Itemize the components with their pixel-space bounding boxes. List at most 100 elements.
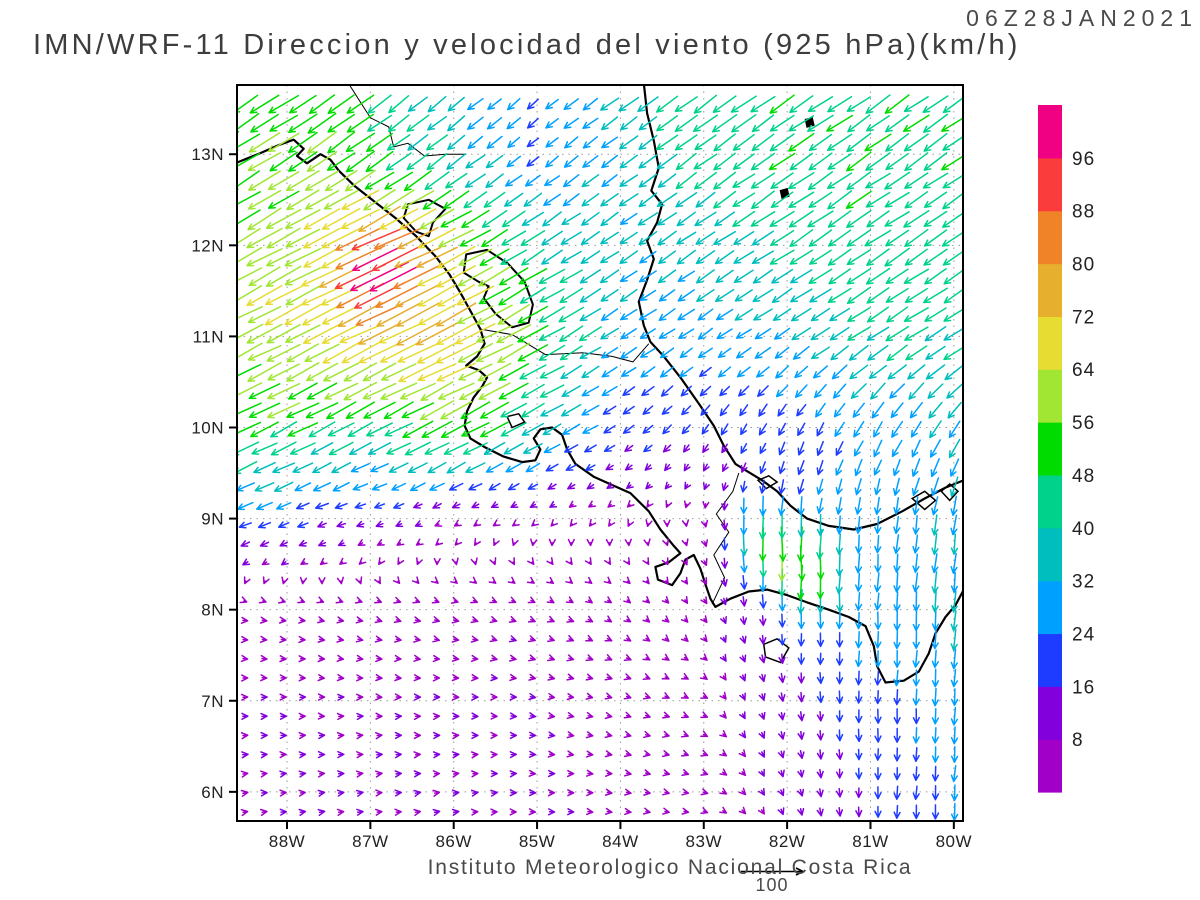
- wind-arrow: [912, 630, 920, 650]
- wind-arrow: [904, 152, 929, 172]
- wind-arrow: [298, 655, 306, 663]
- wind-arrow: [457, 305, 494, 324]
- wind-arrow: [730, 95, 757, 113]
- wind-arrow: [721, 443, 729, 454]
- wind-arrow: [467, 97, 484, 111]
- wind-arrow: [925, 345, 946, 360]
- wind-arrow: [808, 268, 833, 285]
- wind-arrow: [467, 135, 484, 150]
- wind-arrow: [772, 308, 792, 321]
- wind-arrow: [797, 512, 805, 538]
- wind-arrow: [855, 670, 863, 686]
- wind-arrow: [619, 288, 638, 302]
- wind-arrow: [308, 421, 336, 438]
- wind-arrow: [509, 693, 518, 701]
- wind-arrow: [827, 153, 852, 170]
- island-outline: [762, 637, 790, 664]
- wind-arrow: [693, 171, 717, 190]
- wind-arrow: [279, 731, 287, 740]
- wind-arrow: [254, 482, 275, 492]
- wind-arrow: [403, 170, 432, 192]
- wind-arrow: [306, 151, 338, 172]
- wind-arrow: [279, 674, 287, 682]
- wind-arrow: [317, 731, 326, 740]
- wind-arrow: [796, 403, 807, 417]
- wind-arrow: [661, 730, 670, 738]
- wind-arrow: [277, 521, 290, 529]
- wind-arrow: [642, 673, 651, 680]
- wind-arrow: [638, 154, 658, 169]
- wind-arrow: [713, 152, 736, 171]
- wind-arrow: [604, 711, 613, 720]
- wind-arrow: [559, 287, 584, 304]
- wind-arrow: [848, 344, 869, 361]
- wind-arrow: [394, 246, 442, 268]
- wind-arrow: [923, 132, 948, 152]
- wind-arrow: [304, 343, 340, 363]
- wind-arrow: [382, 189, 415, 211]
- wind-arrow: [674, 134, 698, 151]
- wind-arrow: [827, 95, 853, 113]
- wind-arrow: [797, 496, 805, 516]
- wind-arrow: [624, 788, 632, 796]
- wind-arrow: [507, 576, 516, 584]
- wind-arrow: [874, 553, 882, 573]
- wind-arrow: [620, 308, 638, 321]
- wind-arrow: [739, 673, 747, 682]
- wind-arrow: [396, 321, 440, 346]
- wind-arrow: [499, 267, 529, 286]
- wind-arrow: [413, 789, 422, 797]
- wind-arrow: [317, 770, 326, 778]
- wind-arrow: [585, 615, 594, 623]
- island-outline: [910, 490, 937, 511]
- wind-arrow: [620, 346, 638, 359]
- wind-arrow: [865, 191, 891, 208]
- wind-arrow: [240, 540, 251, 547]
- wind-arrow: [237, 306, 263, 320]
- wind-arrow: [713, 133, 736, 152]
- wind-arrow: [418, 284, 457, 307]
- wind-arrow: [508, 615, 517, 623]
- wind-arrow: [657, 269, 677, 284]
- wind-arrow: [720, 537, 729, 551]
- wind-arrow: [585, 750, 594, 758]
- wind-arrow: [285, 285, 321, 306]
- wind-arrow: [950, 746, 959, 763]
- wind-arrow: [479, 248, 510, 266]
- wind-arrow: [885, 287, 909, 303]
- wind-arrow: [463, 191, 488, 209]
- wind-arrow: [620, 116, 638, 131]
- wind-arrow: [429, 482, 445, 491]
- wind-arrow: [388, 95, 410, 114]
- wind-arrow: [903, 307, 929, 323]
- wind-arrow: [413, 808, 422, 817]
- wind-arrow: [339, 557, 347, 565]
- wind-arrow: [489, 596, 498, 604]
- wind-arrow: [257, 521, 272, 529]
- wind-arrow: [797, 460, 805, 476]
- wind-arrow: [702, 463, 710, 472]
- wind-arrow: [358, 205, 401, 233]
- wind-arrow: [323, 362, 360, 382]
- wind-arrow: [912, 609, 920, 632]
- wind-arrow: [383, 401, 414, 420]
- colorbar-segment: [1038, 474, 1062, 529]
- wind-arrow: [240, 789, 249, 797]
- wind-arrow: [505, 462, 523, 473]
- wind-arrow: [808, 229, 833, 247]
- wind-arrow: [719, 768, 728, 776]
- wind-arrow: [950, 571, 959, 593]
- wind-arrow: [904, 172, 929, 189]
- wind-arrow: [460, 401, 491, 420]
- wind-arrow: [507, 136, 521, 149]
- wind-arrow: [237, 112, 260, 133]
- wind-arrow: [680, 692, 689, 699]
- wind-arrow: [931, 765, 940, 782]
- wind-arrow: [700, 558, 708, 567]
- wind-arrow: [253, 461, 276, 474]
- wind-arrow: [950, 648, 958, 670]
- wind-arrow: [505, 174, 523, 187]
- wind-arrow: [394, 789, 403, 797]
- wind-arrow: [816, 652, 825, 666]
- wind-arrow: [542, 211, 562, 227]
